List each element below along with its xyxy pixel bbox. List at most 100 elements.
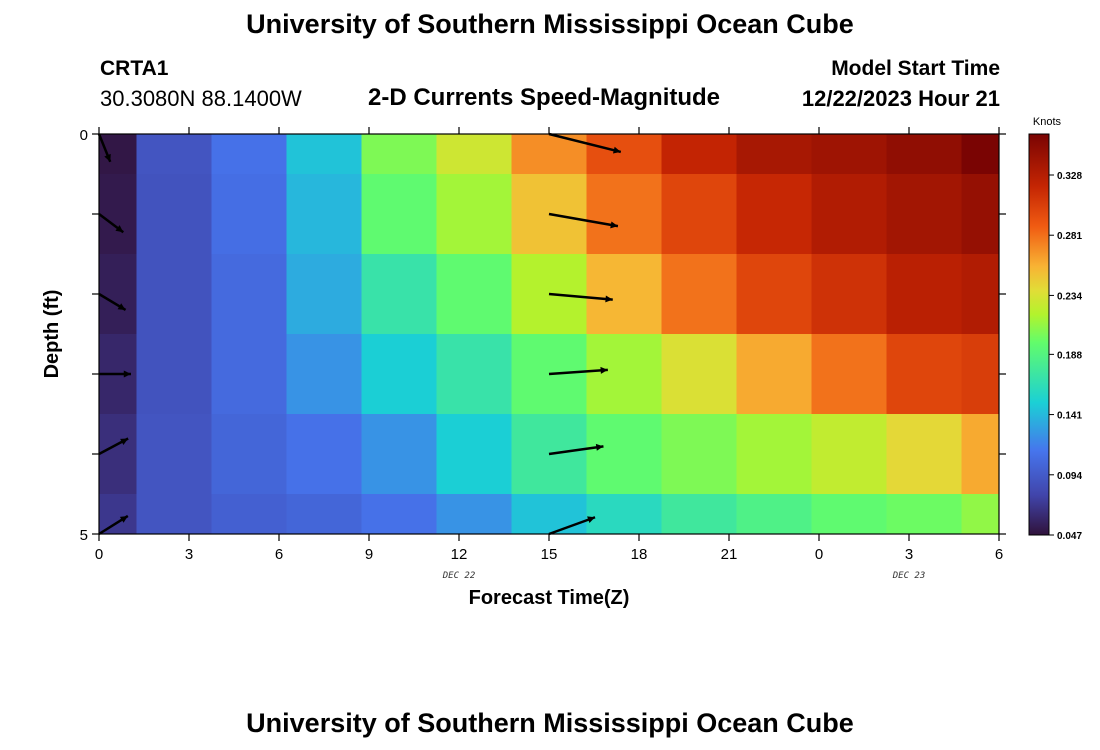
second-chart-title: University of Southern Mississippi Ocean… xyxy=(246,708,854,738)
x-axis-title: Forecast Time(Z) xyxy=(469,587,630,609)
heatmap-cell xyxy=(99,494,137,535)
heatmap-cell xyxy=(661,334,737,415)
heatmap-cell xyxy=(361,494,437,535)
x-tick-label: 0 xyxy=(95,546,103,563)
x-tick-label: 15 xyxy=(541,546,558,563)
heatmap-cell xyxy=(286,174,362,255)
heatmap-cell xyxy=(736,174,812,255)
x-tick-label: 6 xyxy=(275,546,283,563)
colorbar-unit-label: Knots xyxy=(1033,116,1062,128)
heatmap-cell xyxy=(736,334,812,415)
current-vector-arrow xyxy=(98,437,129,456)
y-axis-title: Depth (ft) xyxy=(41,290,63,379)
heatmap-cell xyxy=(436,414,512,495)
x-tick-label: 21 xyxy=(721,546,738,563)
date-label: DEC 22 xyxy=(442,571,476,581)
heatmap-cell xyxy=(811,134,887,175)
colorbar-ticks: 0.047 0.094 0.141 0.188 0.234 0.281 0.328 xyxy=(1049,171,1082,542)
current-vector-arrow xyxy=(98,514,129,536)
heatmap-cell xyxy=(286,334,362,415)
heatmap-cell xyxy=(99,414,137,495)
colorbar-tick-label: 0.234 xyxy=(1057,291,1082,302)
heatmap-cell xyxy=(661,414,737,495)
heatmap-cells xyxy=(99,134,1000,535)
heatmap-cell xyxy=(661,254,737,335)
current-vector-arrow xyxy=(99,370,131,378)
heatmap-cell xyxy=(586,134,662,175)
heatmap-cell xyxy=(436,334,512,415)
heatmap-cell xyxy=(961,254,1000,335)
colorbar-tick-label: 0.141 xyxy=(1057,411,1082,422)
heatmap-cell xyxy=(811,334,887,415)
heatmap-cell xyxy=(286,254,362,335)
heatmap-cell xyxy=(211,414,287,495)
heatmap-cell xyxy=(286,414,362,495)
heatmap-cell xyxy=(361,174,437,255)
heatmap-cell xyxy=(886,134,962,175)
heatmap-cell xyxy=(436,174,512,255)
heatmap-cell xyxy=(586,334,662,415)
x-tick-label: 3 xyxy=(905,546,913,563)
model-start-label: Model Start Time xyxy=(831,57,1000,80)
heatmap-cell xyxy=(961,134,1000,175)
heatmap-cell xyxy=(99,174,137,255)
colorbar-tick-label: 0.094 xyxy=(1057,471,1082,482)
date-label: DEC 23 xyxy=(892,571,926,581)
heatmap-cell xyxy=(586,254,662,335)
heatmap-cell xyxy=(511,494,587,535)
current-vector-arrow xyxy=(548,443,604,456)
heatmap-cell xyxy=(99,134,137,175)
heatmap-cell xyxy=(136,254,212,335)
station-id: CRTA1 xyxy=(100,57,169,80)
heatmap-cell xyxy=(811,494,887,535)
heatmap-cell xyxy=(286,494,362,535)
current-vector-arrow xyxy=(98,213,125,234)
x-tick-label: 6 xyxy=(995,546,1003,563)
chart-subtitle: 2-D Currents Speed-Magnitude xyxy=(368,84,721,111)
y-tick-label: 0 xyxy=(80,127,88,144)
heatmap-cell xyxy=(961,414,1000,495)
heatmap-cell xyxy=(886,174,962,255)
x-tick-label: 9 xyxy=(365,546,373,563)
heatmap-cell xyxy=(136,174,212,255)
x-tick-label: 12 xyxy=(451,546,468,563)
heatmap-cell xyxy=(436,494,512,535)
x-tick-label: 3 xyxy=(185,546,193,563)
model-start-value: 12/22/2023 Hour 21 xyxy=(801,86,1000,111)
colorbar-tick-label: 0.047 xyxy=(1057,531,1082,542)
current-vector-arrow xyxy=(548,292,613,303)
x-tick-label: 18 xyxy=(631,546,648,563)
heatmap-cell xyxy=(286,134,362,175)
heatmap-cell xyxy=(136,334,212,415)
heatmap-cell xyxy=(211,134,287,175)
heatmap-cell xyxy=(811,174,887,255)
heatmap-cell xyxy=(736,494,812,535)
current-vector-arrow xyxy=(97,133,112,163)
heatmap-cell xyxy=(361,134,437,175)
heatmap-cell xyxy=(436,134,512,175)
heatmap-cell xyxy=(211,174,287,255)
colorbar-tick-label: 0.188 xyxy=(1057,350,1082,361)
heatmap-cell xyxy=(586,494,662,535)
heatmap-cell xyxy=(136,414,212,495)
heatmap-cell xyxy=(961,174,1000,255)
heatmap-cell xyxy=(99,254,137,335)
heatmap-cell xyxy=(211,334,287,415)
heatmap-cell xyxy=(211,494,287,535)
heatmap-cell xyxy=(361,334,437,415)
colorbar xyxy=(1028,133,1050,536)
heatmap-cell xyxy=(886,254,962,335)
heatmap-cell xyxy=(811,254,887,335)
heatmap-cell xyxy=(886,414,962,495)
x-tick-label: 0 xyxy=(815,546,823,563)
colorbar-tick-label: 0.328 xyxy=(1057,171,1082,182)
current-vector-arrow xyxy=(548,366,608,376)
heatmap-cell xyxy=(961,494,1000,535)
heatmap-cell xyxy=(886,494,962,535)
station-coordinates: 30.3080N 88.1400W xyxy=(100,86,302,111)
heatmap-cell xyxy=(586,414,662,495)
heatmap-cell xyxy=(961,334,1000,415)
heatmap-cell xyxy=(136,494,212,535)
